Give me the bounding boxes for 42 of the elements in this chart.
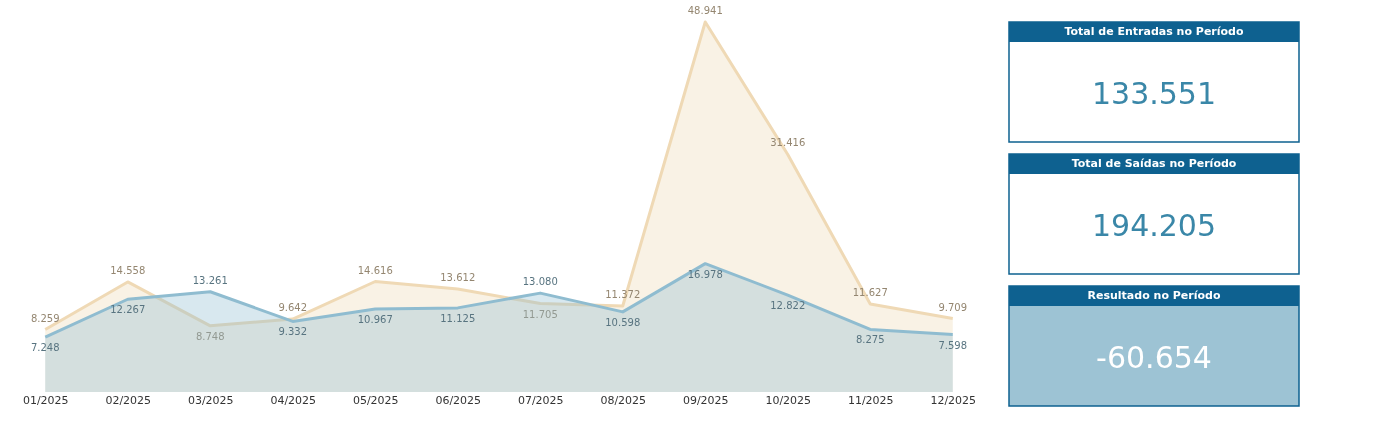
text: 133.551 <box>1091 76 1217 111</box>
data-label: 11.627 <box>852 287 888 299</box>
data-label: 13.080 <box>522 276 558 288</box>
text: Total de Entradas no Período <box>1064 25 1244 38</box>
x-tick-label: 01/2025 <box>22 393 69 407</box>
x-tick-label: 11/2025 <box>847 393 894 407</box>
x-tick-label: 10/2025 <box>765 393 812 407</box>
x-tick-label: 04/2025 <box>270 393 317 407</box>
x-tick-label: 02/2025 <box>105 393 152 407</box>
data-label: 9.332 <box>278 326 308 338</box>
x-tick-label: 09/2025 <box>682 393 729 407</box>
text: -60.654 <box>1096 340 1212 375</box>
text: 194.205 <box>1091 208 1217 243</box>
text: Resultado no Período <box>1087 289 1221 302</box>
data-label: 10.967 <box>357 314 393 326</box>
data-label: 8.275 <box>855 334 885 346</box>
data-label: 13.261 <box>192 274 228 286</box>
x-tick-label: 05/2025 <box>352 393 399 407</box>
data-label: 16.978 <box>687 268 723 280</box>
data-label: 8.748 <box>195 330 225 342</box>
data-label: 12.267 <box>110 304 146 316</box>
x-tick-label: 03/2025 <box>187 393 234 407</box>
data-label: 7.248 <box>30 342 60 354</box>
data-label: 7.598 <box>938 339 968 351</box>
data-label: 11.372 <box>605 289 641 301</box>
data-label: 12.822 <box>770 300 806 312</box>
x-tick-label: 07/2025 <box>517 393 564 407</box>
data-label: 48.941 <box>687 5 723 16</box>
data-label: 31.416 <box>770 137 806 149</box>
data-label: 9.709 <box>938 301 968 313</box>
data-label: 14.616 <box>357 264 393 276</box>
text: Total de Saídas no Período <box>1071 157 1237 170</box>
data-label: 11.125 <box>440 312 476 324</box>
x-tick-label: 12/2025 <box>930 393 977 407</box>
x-tick-label: 08/2025 <box>600 393 647 407</box>
data-label: 8.259 <box>30 312 60 324</box>
data-label: 14.558 <box>110 264 146 276</box>
data-label: 11.705 <box>522 308 558 320</box>
x-tick-label: 06/2025 <box>435 393 482 407</box>
data-label: 10.598 <box>605 316 641 328</box>
data-label: 9.642 <box>278 302 308 314</box>
data-label: 13.612 <box>440 272 476 284</box>
